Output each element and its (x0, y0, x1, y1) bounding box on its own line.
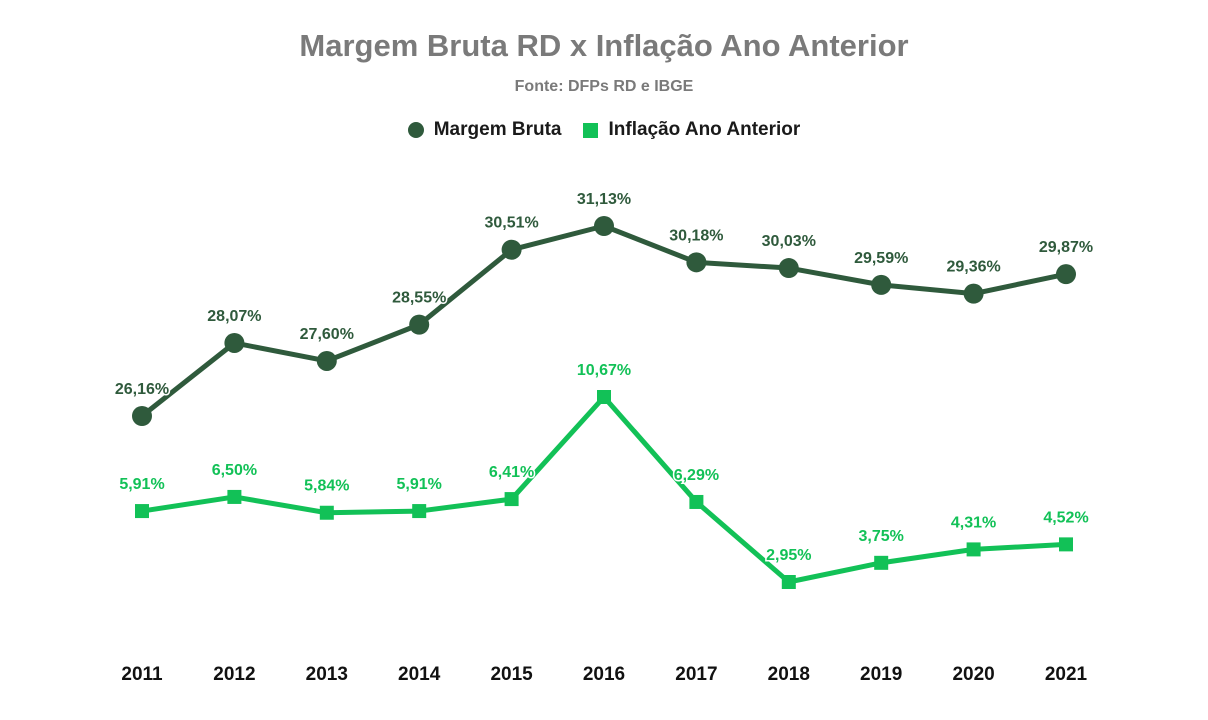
x-tick-label-2011: 2011 (121, 664, 163, 685)
x-tick-label-2017: 2017 (675, 664, 717, 685)
series-line-inflacao (139, 394, 1069, 585)
inflacao-point-2018 (781, 575, 796, 589)
margem-bruta-point-2015 (501, 239, 522, 260)
inflacao-point-2016 (597, 390, 611, 404)
margem-bruta-point-2021 (1056, 264, 1076, 285)
legend-item-inflacao: Inflação Ano Anterior (583, 119, 800, 141)
legend: Margem Bruta Inflação Ano Anterior (0, 119, 1208, 141)
margem-bruta-data-label-2020: 29,36% (946, 259, 1000, 276)
x-tick-label-2019: 2019 (860, 664, 902, 685)
inflacao-point-2014 (412, 504, 427, 519)
inflacao-point-2013 (319, 505, 334, 520)
inflacao-data-label-2020: 4,31% (951, 514, 996, 531)
inflacao-point-2012 (227, 489, 242, 504)
x-tick-label-2021: 2021 (1045, 664, 1088, 685)
inflacao-point-2019 (874, 555, 889, 570)
legend-circle-marker (407, 122, 424, 138)
margem-bruta-data-label-2011: 26,16% (115, 381, 169, 398)
margem-bruta-data-label-2019: 29,59% (854, 250, 908, 267)
margem-bruta-point-2011 (132, 406, 152, 426)
inflacao-data-label-2015: 6,41% (489, 464, 534, 481)
margem-bruta-point-2019 (871, 274, 892, 295)
margem-bruta-point-2014 (409, 314, 430, 335)
x-tick-label-2014: 2014 (398, 664, 441, 685)
inflacao-data-label-2013: 5,84% (304, 478, 349, 495)
inflacao-data-label-2018: 2,95% (766, 547, 811, 564)
chart-title: Margem Bruta RD x Inflação Ano Anterior (299, 28, 909, 63)
inflacao-point-2017 (689, 494, 704, 509)
inflacao-point-2021 (1059, 537, 1073, 552)
legend-square-marker (583, 122, 599, 138)
margem-bruta-point-2018 (778, 258, 799, 279)
margem-bruta-point-2013 (316, 350, 337, 371)
chart-subtitle: Fonte: DFPs RD e IBGE (514, 78, 694, 95)
inflacao-data-label-2017: 6,29% (674, 467, 719, 484)
x-tick-label-2020: 2020 (952, 664, 994, 685)
x-tick-label-2015: 2015 (490, 664, 533, 685)
legend-label-inflacao: Inflação Ano Anterior (608, 119, 801, 140)
margem-bruta-data-label-2015: 30,51% (484, 215, 538, 232)
inflacao-point-2011 (135, 504, 149, 519)
inflacao-point-2020 (966, 542, 981, 557)
x-tick-label-2016: 2016 (583, 664, 625, 685)
series-line-margem-bruta (139, 223, 1069, 419)
x-tick-label-2012: 2012 (213, 664, 255, 685)
inflacao-point-2015 (504, 492, 519, 507)
inflacao-data-label-2021: 4,52% (1043, 509, 1088, 526)
margem-bruta-data-label-2017: 30,18% (669, 227, 723, 244)
inflacao-data-label-2019: 3,75% (859, 528, 904, 545)
x-tick-label-2013: 2013 (306, 664, 348, 685)
margem-bruta-data-label-2021: 29,87% (1039, 239, 1093, 256)
margem-bruta-data-label-2013: 27,60% (300, 326, 354, 343)
margem-bruta-data-label-2014: 28,55% (392, 290, 446, 307)
legend-item-margem-bruta: Margem Bruta (407, 119, 562, 141)
margem-bruta-point-2012 (224, 332, 245, 353)
inflacao-data-label-2011: 5,91% (119, 476, 164, 493)
margem-bruta-point-2017 (686, 252, 707, 273)
margem-bruta-point-2020 (963, 283, 984, 304)
margem-bruta-data-label-2012: 28,07% (207, 308, 261, 325)
legend-label-margem-bruta: Margem Bruta (433, 119, 562, 140)
margem-bruta-point-2016 (594, 216, 614, 236)
inflacao-data-label-2012: 6,50% (212, 462, 257, 479)
margem-bruta-data-label-2018: 30,03% (762, 233, 816, 250)
inflacao-data-label-2014: 5,91% (397, 476, 442, 493)
x-tick-label-2018: 2018 (768, 664, 810, 685)
inflacao-data-label-2016: 10,67% (577, 362, 631, 379)
margem-bruta-data-label-2016: 31,13% (577, 191, 631, 208)
